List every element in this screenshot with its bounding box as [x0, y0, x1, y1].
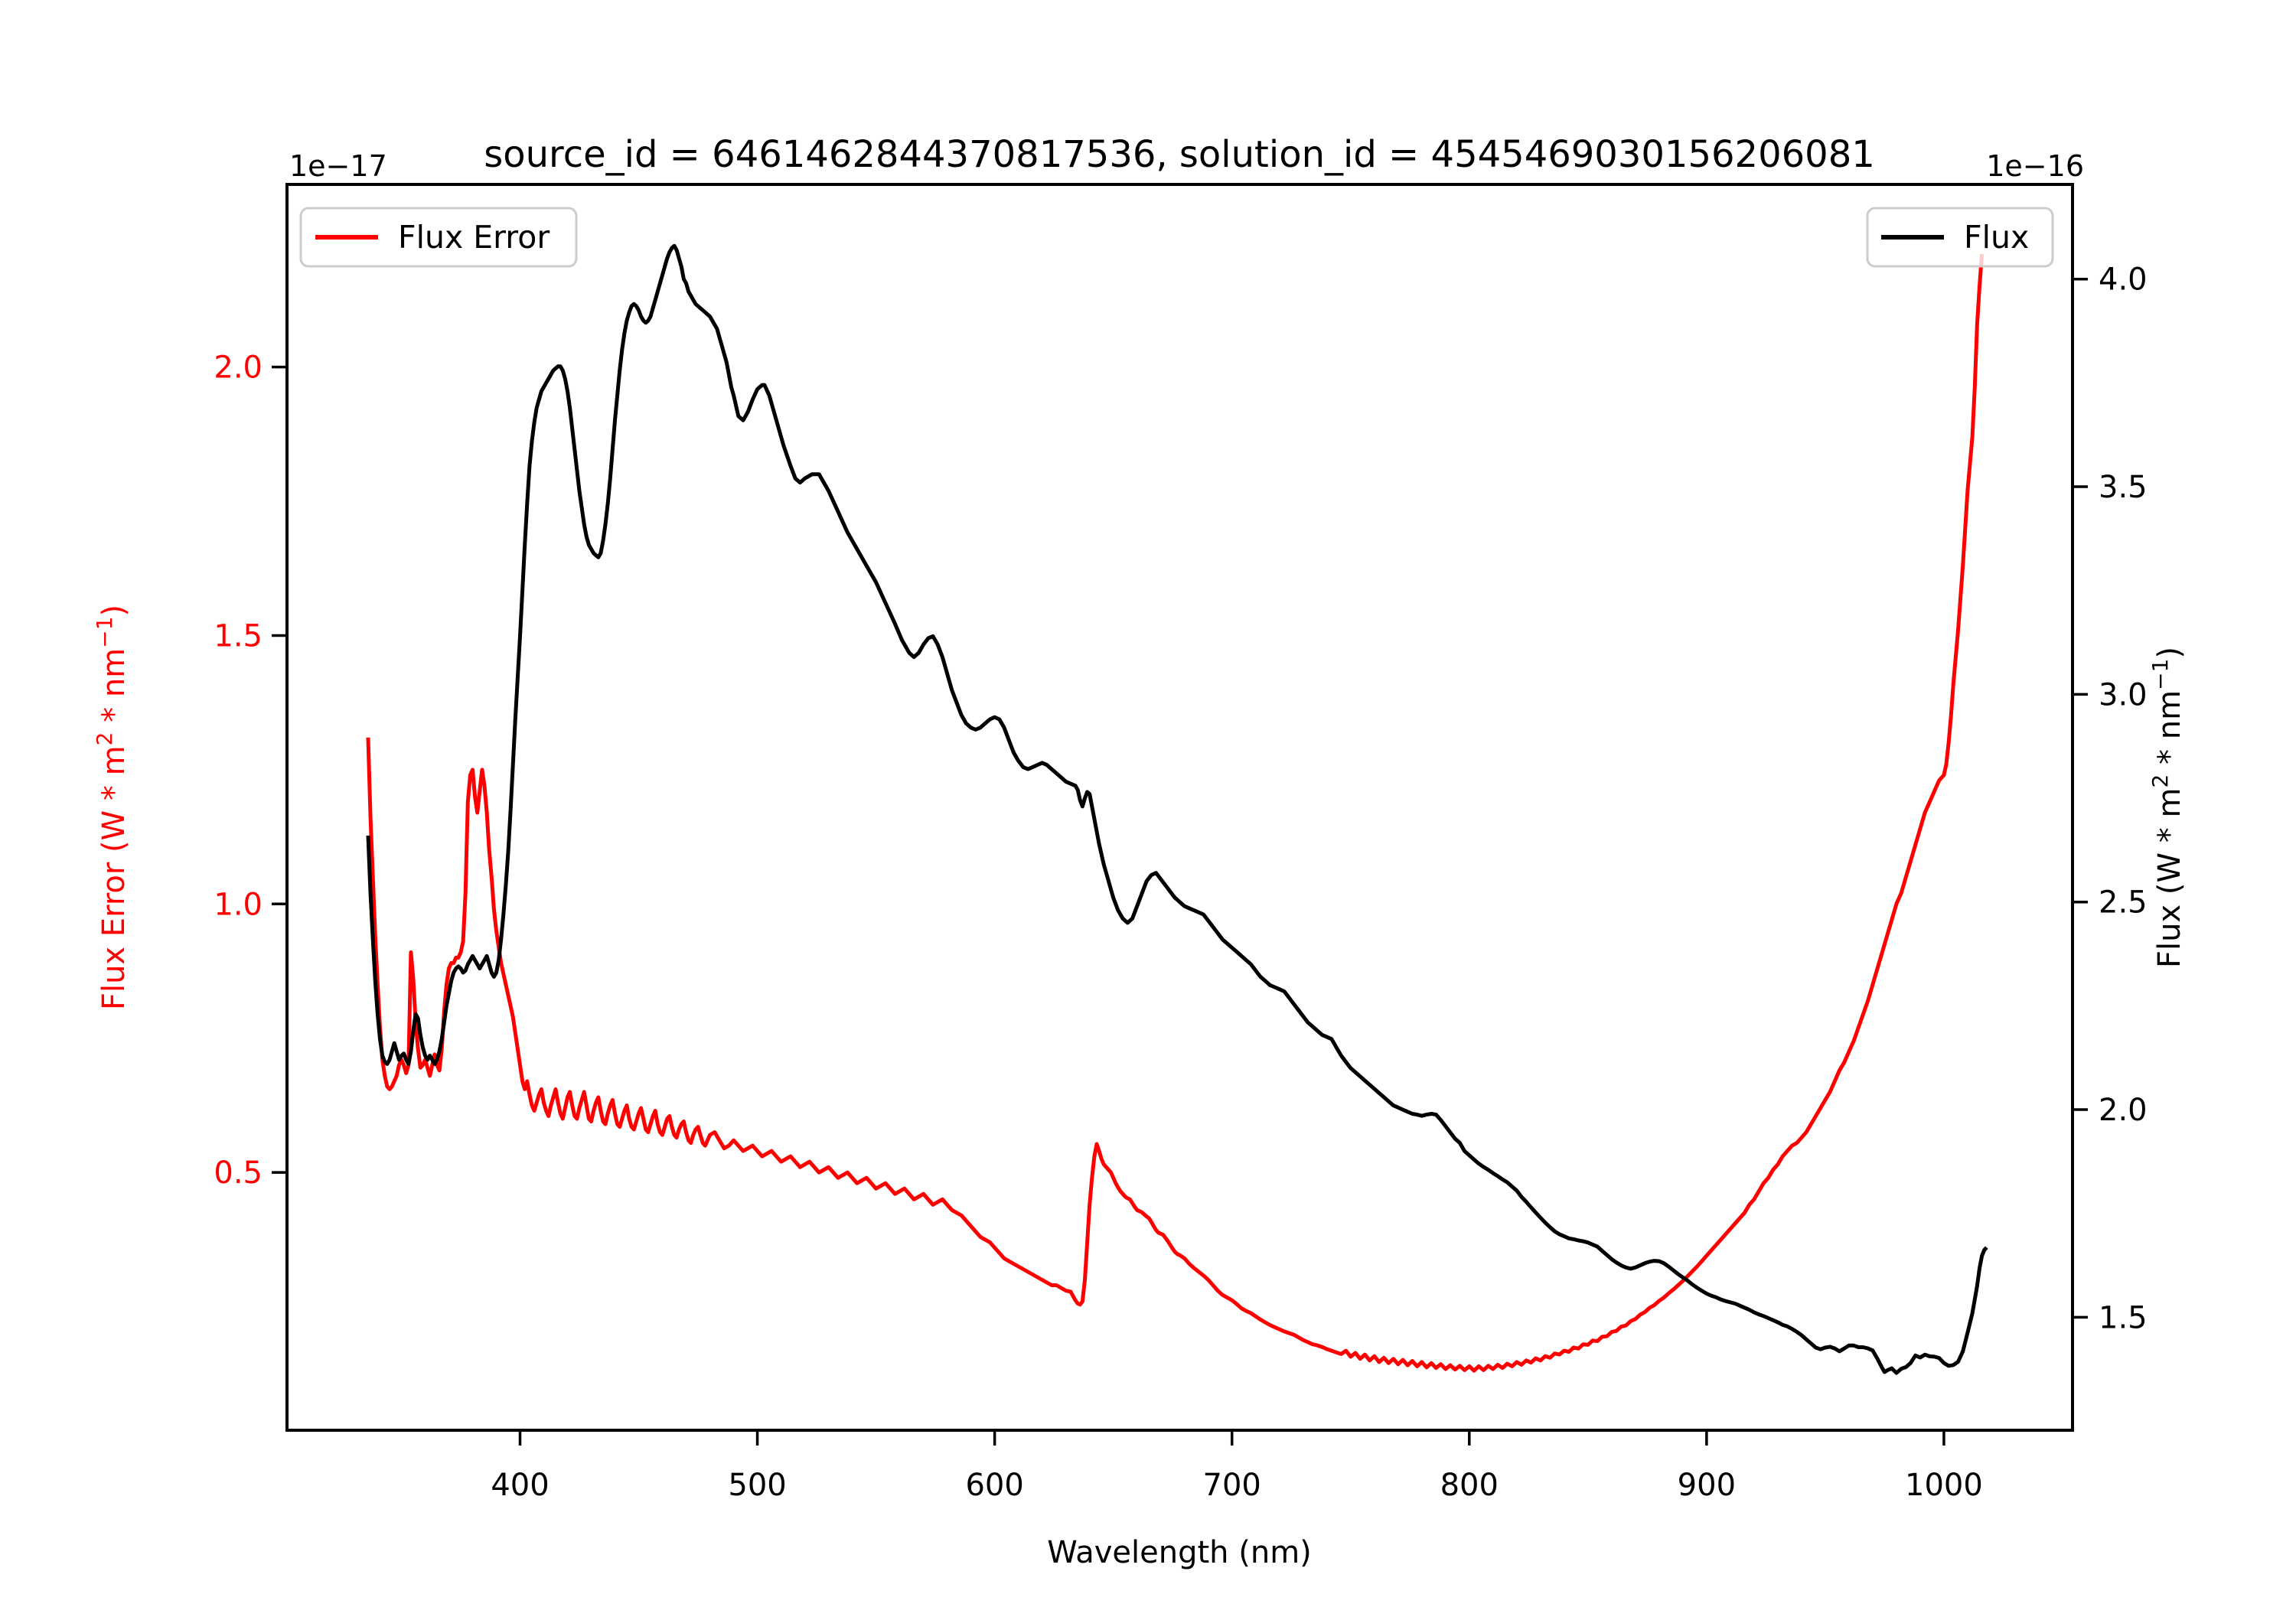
flux-line	[366, 243, 1988, 1375]
x-axis-ticks: 400 500 600 700 800 900 1000	[491, 1430, 1983, 1503]
offset-text-right: 1e−16	[1986, 149, 2084, 183]
y-tick-label-right: 3.5	[2099, 470, 2148, 505]
x-tick-label: 400	[491, 1468, 549, 1503]
x-tick-label: 500	[728, 1468, 786, 1503]
y-axis-ticks-left: 0.5 1.0 1.5 2.0	[214, 350, 287, 1191]
y-axis-ticks-right: 1.5 2.0 2.5 3.0 3.5 4.0	[2073, 262, 2148, 1335]
offset-text-left: 1e−17	[289, 149, 387, 183]
x-tick-label: 1000	[1905, 1468, 1983, 1503]
legend-flux-error-box	[299, 207, 578, 268]
y-tick-label-right: 3.0	[2099, 677, 2148, 712]
x-tick-label: 800	[1440, 1468, 1499, 1503]
y-tick-label-right: 1.5	[2099, 1300, 2148, 1335]
y-tick-label-right: 2.0	[2099, 1093, 2148, 1128]
legend-flux-label: Flux	[1964, 219, 2029, 256]
y-tick-label-right: 2.5	[2099, 885, 2148, 921]
x-tick-label: 900	[1678, 1468, 1736, 1503]
legend-flux-error-label: Flux Error	[398, 219, 550, 256]
flux-error-line	[366, 254, 1985, 1373]
chart-title: source_id = 6461462844370817536, solutio…	[484, 133, 1875, 176]
y-axis-label-left: Flux Error (W * m2 * nm−1)	[92, 605, 132, 1010]
plot-frame	[285, 183, 2074, 1432]
y-tick-label-left: 1.0	[214, 887, 263, 922]
y-tick-label-left: 1.5	[214, 618, 263, 654]
legend-flux-box	[1866, 207, 2054, 268]
legend-flux-error: Flux Error	[299, 207, 578, 268]
y-tick-label-left: 0.5	[214, 1156, 263, 1191]
y-tick-label-left: 2.0	[214, 350, 263, 386]
x-tick-label: 600	[965, 1468, 1023, 1503]
x-axis-label: Wavelength (nm)	[1047, 1535, 1312, 1570]
y-tick-label-right: 4.0	[2099, 262, 2148, 298]
legend-flux: Flux	[1866, 207, 2054, 268]
x-tick-label: 700	[1203, 1468, 1261, 1503]
y-axis-label-right: Flux (W * m2 * nm−1)	[2148, 647, 2187, 968]
